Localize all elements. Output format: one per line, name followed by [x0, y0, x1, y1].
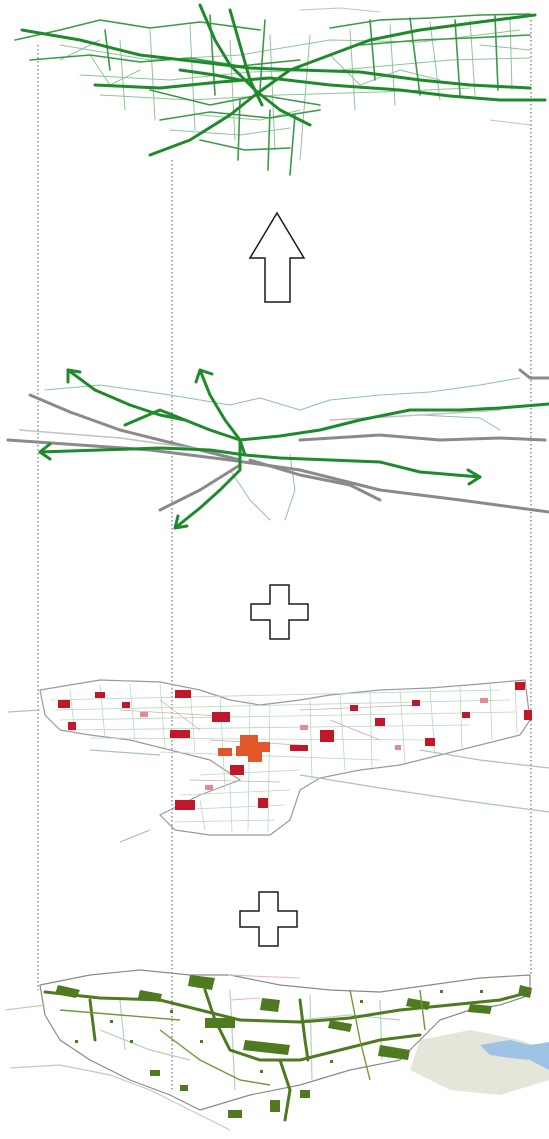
green-corridors [38, 368, 549, 530]
arrowhead-west-icon [38, 442, 52, 461]
plus-icon [250, 584, 309, 640]
layer-corridors-rail [6, 368, 549, 530]
layer1-outline [299, 7, 531, 126]
vertical-guide-lines [37, 20, 532, 1090]
land-background [410, 1030, 549, 1095]
arrowhead-north-icon [194, 368, 214, 384]
hotspot-block [122, 702, 130, 708]
arrowhead-southwest-icon [173, 514, 189, 530]
hotspot-block [68, 722, 76, 730]
hotspot-block [175, 690, 191, 698]
hotspot-blocks-light [140, 698, 488, 790]
up-arrow-icon [248, 211, 306, 303]
main-corridors [20, 3, 547, 157]
hotspot-block [290, 745, 308, 751]
hotspot-block [170, 730, 190, 738]
hotspot-block [350, 705, 358, 711]
water-body [480, 1040, 549, 1070]
green-layer-roads [4, 989, 401, 1131]
hotspot-block [95, 692, 105, 698]
green-thin-corridors [59, 989, 426, 1086]
hotspot-blocks [58, 682, 532, 810]
layer-street-hotspots [7, 679, 549, 843]
hotspot-block [212, 712, 230, 722]
hotspot-block [524, 710, 532, 720]
city-outline-thin [44, 377, 521, 521]
hotspot-block [462, 712, 470, 718]
small-green-dots [75, 990, 483, 1073]
hotspot-block [58, 700, 70, 708]
green-linear-corridors [43, 988, 532, 1122]
arrowhead-east-icon [466, 468, 482, 486]
hotspot-block [515, 682, 525, 690]
rail-lines [6, 368, 549, 514]
hotspot-block [175, 800, 195, 810]
green-layer-accents [227, 974, 301, 1001]
arrowhead-northwest-icon [66, 368, 82, 384]
corridor-arrowheads [38, 368, 482, 530]
hotspot-block [412, 700, 420, 706]
green-patches [55, 975, 532, 1118]
plus-icon [239, 891, 298, 947]
external-roads [7, 709, 549, 843]
hotspot-block [258, 798, 268, 808]
city-centre-hotspot [218, 735, 270, 762]
rail-lines-light [19, 409, 501, 453]
hotspot-block [425, 738, 435, 746]
street-grid-secondary [119, 699, 421, 783]
hotspot-block [230, 765, 244, 775]
hotspot-block [375, 718, 385, 726]
layer-green-spaces [4, 969, 549, 1131]
layer-combined-network [14, 3, 547, 176]
street-grid [49, 681, 518, 833]
hotspot-block [320, 730, 334, 742]
city-outline [39, 679, 531, 836]
